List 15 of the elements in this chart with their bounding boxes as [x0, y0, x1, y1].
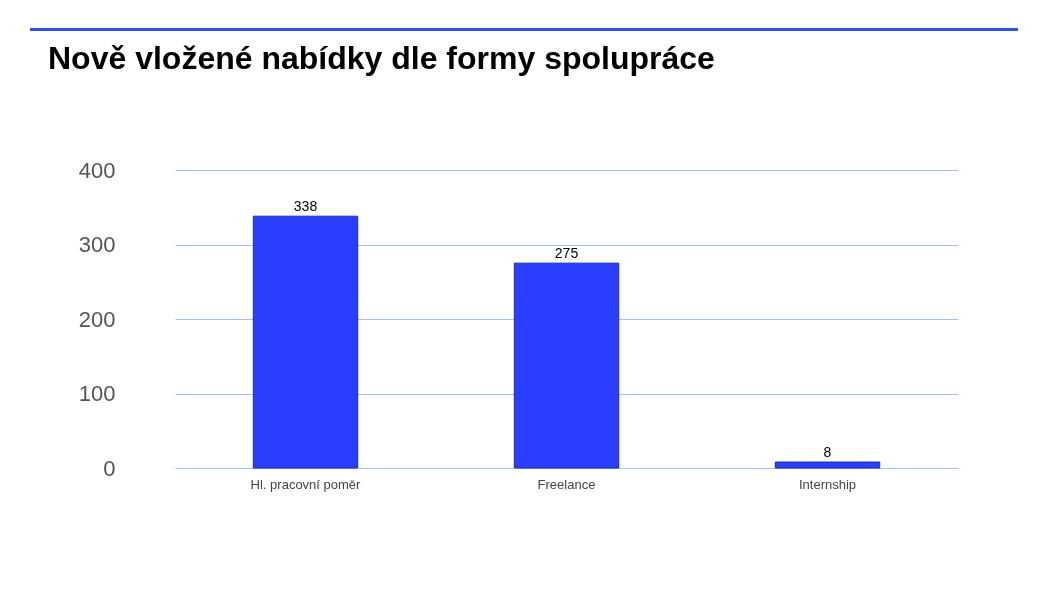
- data-label: 275: [554, 245, 579, 262]
- y-tick-label: 300: [78, 232, 116, 257]
- y-tick-label: 100: [78, 381, 116, 406]
- data-label: 338: [293, 198, 318, 215]
- x-tick-label: Hl. pracovní poměr: [250, 476, 362, 492]
- y-tick-label: 0: [103, 455, 116, 481]
- y-tick-label: 200: [78, 306, 116, 332]
- x-tick-label: Internship: [798, 476, 857, 492]
- bar: [774, 461, 881, 469]
- bar: [513, 262, 620, 469]
- y-tick-label: 400: [78, 157, 116, 183]
- data-label: 8: [823, 444, 832, 461]
- bar: [252, 215, 359, 469]
- chart-title: Nově vložené nabídky dle formy spolupráce: [48, 40, 715, 77]
- x-tick-label: Freelance: [537, 476, 596, 492]
